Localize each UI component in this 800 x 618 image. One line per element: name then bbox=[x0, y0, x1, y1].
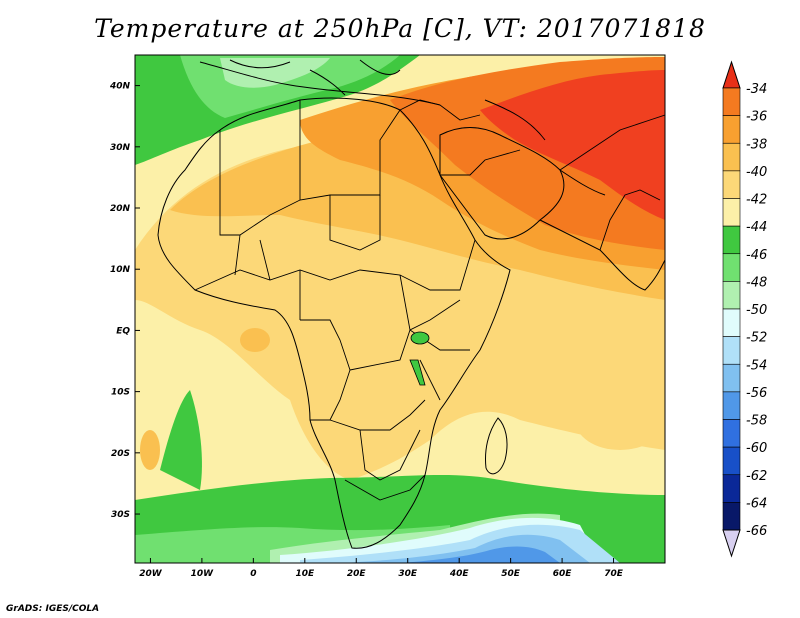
lon-tick-label: 40E bbox=[449, 569, 470, 579]
colorbar-label: -34 bbox=[746, 82, 767, 97]
colorbar-swatch bbox=[722, 502, 741, 531]
field-band-50-north bbox=[220, 58, 330, 88]
colorbar-label: -60 bbox=[746, 441, 767, 456]
lat-tick-label: 40N bbox=[109, 82, 131, 92]
lon-tick-label: 20E bbox=[347, 569, 367, 579]
lat-tick-label: 10N bbox=[110, 265, 131, 275]
colorbar-swatch bbox=[722, 142, 741, 172]
europe-coastline bbox=[199, 59, 441, 106]
colorbar-label: -58 bbox=[746, 414, 767, 429]
lat-tick-label: 20S bbox=[111, 449, 130, 459]
colorbar-label: -66 bbox=[746, 524, 767, 539]
colorbar-label: -56 bbox=[746, 386, 767, 401]
country-borders bbox=[194, 99, 665, 501]
lon-tick-label: 70E bbox=[604, 569, 624, 579]
colorbar-swatch bbox=[722, 308, 741, 337]
madagascar-coastline bbox=[485, 417, 508, 475]
asia-coastline bbox=[484, 99, 665, 291]
colorbar-label: -62 bbox=[746, 469, 767, 484]
lat-tick-label: 30S bbox=[111, 510, 130, 520]
colorbar-swatch bbox=[722, 225, 741, 255]
colorbar-under-triangle bbox=[722, 529, 741, 558]
colorbar-swatch bbox=[722, 198, 741, 227]
colorbar-over-triangle bbox=[722, 60, 741, 89]
field-band-46-west bbox=[160, 390, 202, 490]
africa-coastline bbox=[157, 97, 511, 549]
colorbar-swatch bbox=[722, 474, 741, 503]
lake-victoria bbox=[410, 331, 430, 345]
lon-tick-label: 60E bbox=[553, 569, 573, 579]
colorbar-label: -40 bbox=[746, 165, 767, 180]
colorbar-swatch bbox=[722, 419, 741, 448]
colorbar-label: -42 bbox=[746, 193, 767, 208]
colorbar-label: -52 bbox=[746, 331, 767, 346]
lon-tick-label: 20W bbox=[139, 569, 163, 579]
field-spot-40 bbox=[240, 328, 270, 352]
field-spot-42 bbox=[575, 390, 665, 450]
lat-tick-label: 20N bbox=[110, 204, 131, 214]
lon-tick-label: 10W bbox=[191, 569, 215, 579]
arabia-coastline bbox=[439, 127, 565, 240]
colorbar-label: -48 bbox=[746, 275, 767, 290]
colorbar-label: -54 bbox=[746, 358, 767, 373]
colorbar-label: -64 bbox=[746, 496, 767, 511]
colorbar-swatch bbox=[722, 253, 741, 282]
lat-tick-label: 30N bbox=[110, 143, 131, 153]
lat-tick-label: EQ bbox=[116, 326, 130, 336]
lon-tick-label: 30E bbox=[398, 569, 418, 579]
field-spot-40-west bbox=[140, 430, 160, 470]
colorbar-swatch bbox=[722, 170, 741, 199]
plot-frame bbox=[134, 54, 666, 564]
lon-tick-label: 0 bbox=[250, 569, 256, 579]
credit-text: GrADS: IGES/COLA bbox=[6, 604, 100, 614]
lake-tanganyika bbox=[409, 359, 426, 386]
colorbar-swatch bbox=[722, 87, 741, 116]
field-band-34 bbox=[480, 70, 665, 220]
lon-tick-label: 50E bbox=[501, 569, 521, 579]
lat-tick-label: 10S bbox=[111, 388, 130, 398]
colorbar-swatch bbox=[722, 115, 741, 144]
map-title: Temperature at 250hPa [C], VT: 201707181… bbox=[94, 14, 706, 43]
temperature-field bbox=[135, 55, 665, 563]
colorbar-swatch bbox=[722, 391, 741, 420]
colorbar-swatch bbox=[722, 363, 741, 393]
lon-tick-label: 10E bbox=[295, 569, 315, 579]
colorbar-label: -36 bbox=[746, 110, 767, 125]
colorbar-label: -38 bbox=[746, 137, 767, 152]
colorbar-label: -44 bbox=[746, 220, 767, 235]
axis-ticks: 40N 30N 20N 10N EQ 10S 20S 30S 20W 10W 0 10E 20E 30E 4… bbox=[109, 82, 624, 579]
colorbar-label: -50 bbox=[746, 303, 767, 318]
colorbar-label: -46 bbox=[746, 248, 767, 263]
colorbar-swatch bbox=[722, 446, 741, 476]
field-band-58 bbox=[400, 546, 560, 563]
colorbar-swatch bbox=[722, 336, 741, 365]
colorbar-swatch bbox=[722, 281, 741, 310]
